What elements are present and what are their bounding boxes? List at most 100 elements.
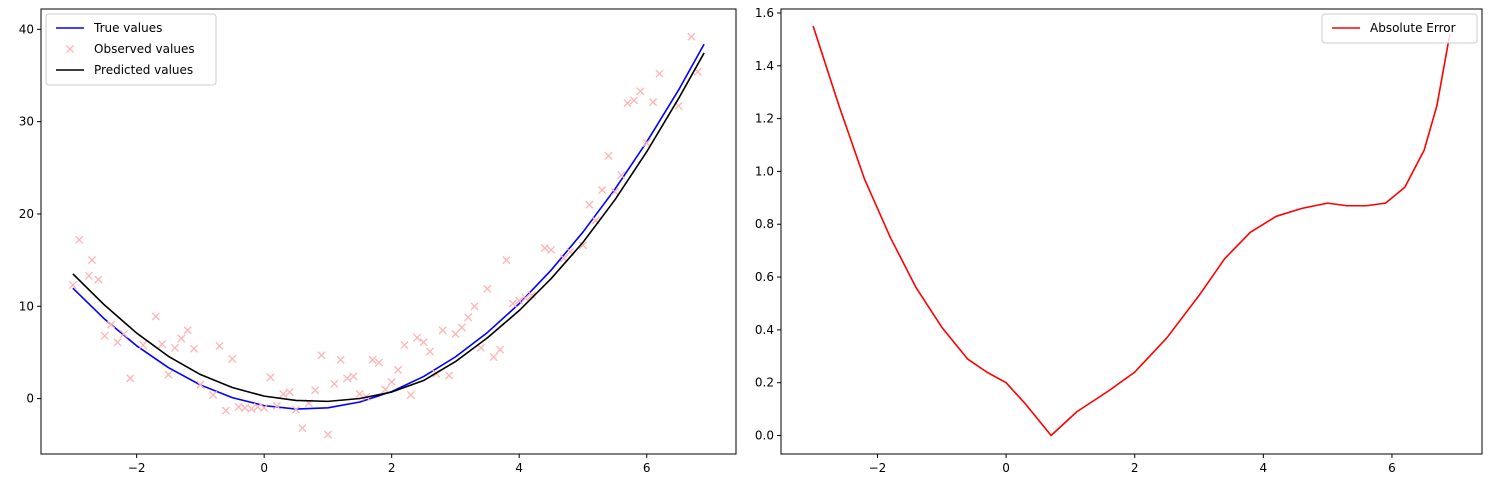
scatter-point (196, 380, 205, 389)
scatter-point (209, 390, 218, 399)
legend-label: True values (93, 21, 162, 35)
y-tick-label: 10 (19, 299, 34, 313)
scatter-point (425, 347, 435, 356)
legend-label: Predicted values (94, 63, 193, 77)
scatter-point (94, 275, 103, 284)
x-tick-label: 2 (1131, 461, 1139, 475)
scatter-point (610, 187, 619, 196)
scatter-point (387, 377, 396, 387)
subplot-1: −2 0 2 4 6 0 10 20 30 40 True values Observed value… (19, 8, 737, 475)
series-1-2 (68, 32, 702, 439)
scatter-point (311, 386, 320, 395)
y-tick-label: 1.2 (755, 112, 774, 126)
x-tick-label: −2 (128, 461, 146, 475)
scatter-point (272, 401, 281, 411)
x-tick-label: 0 (260, 461, 268, 475)
scatter-point (247, 404, 256, 413)
x-tick-label: 6 (643, 461, 651, 475)
legend-box (45, 13, 217, 86)
x-tick-label: 4 (1260, 461, 1268, 475)
scatter-point (585, 200, 594, 209)
series-1-3 (72, 52, 705, 403)
scatter-point (642, 138, 651, 147)
scatter-point (291, 405, 301, 414)
scatter-point (126, 374, 135, 383)
scatter-point (502, 256, 511, 265)
y-tick-label: 0 (26, 392, 34, 406)
series-1-1-line (72, 43, 705, 410)
scatter-point (170, 343, 179, 352)
scatter-point (629, 96, 639, 105)
scatter-point (100, 331, 109, 340)
scatter-point (547, 245, 556, 255)
y-tick-label: 0.4 (755, 323, 774, 337)
scatter-point (394, 365, 403, 375)
scatter-point (578, 241, 588, 250)
scatter-point (623, 99, 632, 108)
scatter-point (323, 430, 332, 439)
y-tick-label: 0.0 (755, 429, 774, 443)
scatter-point (598, 185, 607, 195)
legend-label: Absolute Error (1370, 21, 1456, 35)
scatter-point (183, 326, 192, 335)
scatter-point (381, 385, 390, 394)
scatter-point (158, 340, 167, 349)
legend-box (1321, 13, 1478, 44)
legend-2: Absolute Error (1321, 13, 1478, 44)
scatter-point (234, 402, 243, 411)
scatter-point (298, 424, 307, 433)
y-tick-label: 0.2 (755, 376, 774, 390)
x-tick-label: −2 (869, 461, 887, 475)
scatter-point (419, 338, 428, 347)
scatter-point (527, 291, 537, 300)
legend-1: True values Observed values Predicted valu… (45, 13, 217, 86)
legend-label: Observed values (94, 42, 195, 56)
scatter-point (253, 402, 262, 411)
scatter-point (349, 372, 358, 381)
y-tick-label: 40 (19, 22, 34, 36)
scatter-point (508, 299, 517, 308)
scatter-point (285, 388, 294, 397)
scatter-point (279, 389, 288, 399)
scatter-point (266, 373, 275, 382)
scatter-point (355, 389, 364, 399)
y-tick-label: 0.8 (755, 217, 774, 231)
x-tick-label: 2 (388, 461, 396, 475)
scatter-point (68, 280, 77, 290)
scatter-point (687, 32, 696, 41)
scatter-point (464, 313, 473, 322)
scatter-point (119, 329, 128, 339)
scatter-point (540, 244, 549, 253)
scatter-point (604, 151, 613, 160)
subplot-2: −2 0 2 4 6 0.0 0.2 0.4 0.6 0.8 1.0 1.2 1.4 1.6 Absolut… (755, 6, 1483, 475)
scatter-point (240, 403, 250, 412)
series-2-1-line (812, 25, 1451, 437)
scatter-point (457, 323, 466, 332)
scatter-point (221, 406, 230, 415)
scatter-point (317, 351, 326, 360)
axes-frame-1 (40, 8, 737, 455)
scatter-point (75, 235, 84, 244)
x-tick-label: 4 (515, 461, 523, 475)
series-2-1 (812, 25, 1451, 437)
y-tick-label: 1.4 (755, 59, 774, 73)
scatter-point (107, 320, 116, 329)
scatter-point (655, 69, 664, 78)
scatter-point (496, 345, 505, 354)
scatter-point (84, 271, 93, 280)
y-tick-label: 1.0 (755, 164, 774, 178)
scatter-point (476, 343, 486, 352)
scatter-point (617, 171, 626, 180)
scatter-point (521, 293, 530, 303)
scatter-point (438, 326, 447, 335)
y-tick-label: 30 (19, 115, 34, 129)
y-tick-label: 1.6 (755, 6, 774, 20)
y-tick-label: 20 (19, 207, 34, 221)
scatter-point (177, 334, 186, 343)
legend-marker-swatch (65, 44, 75, 54)
x-tick-label: 0 (1002, 461, 1010, 475)
axes-frame-2 (780, 8, 1483, 455)
scatter-point (483, 284, 492, 293)
scatter-point (330, 379, 339, 388)
scatter-point (489, 353, 498, 362)
